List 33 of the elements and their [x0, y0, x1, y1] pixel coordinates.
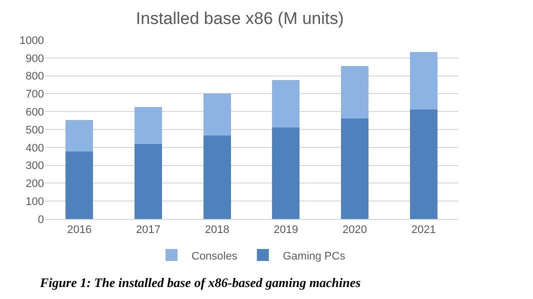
chart-title: Installed base x86 (M units)	[136, 8, 344, 28]
y-tick-label: 400	[26, 142, 44, 154]
bar	[66, 152, 94, 219]
y-tick-label: 200	[26, 178, 44, 190]
bar	[66, 120, 94, 152]
bar	[272, 127, 300, 219]
y-tick-label: 900	[26, 52, 44, 65]
bar	[340, 118, 369, 219]
bar	[340, 66, 369, 118]
y-tick-label: 700	[26, 88, 44, 101]
bar	[203, 136, 231, 219]
bar	[134, 144, 162, 219]
x-tick-label: 2018	[204, 224, 230, 236]
y-tick-label: 600	[26, 106, 44, 118]
x-tick-label: 2020	[342, 224, 367, 236]
x-tick-label: 2017	[136, 224, 160, 236]
legend-label: Gaming PCs	[282, 250, 346, 262]
y-tick-label: 300	[26, 160, 44, 172]
y-tick-label: 500	[26, 124, 44, 136]
bar	[203, 94, 231, 136]
caption: Figure 1: The installed base of x86-based gaming machines	[39, 275, 361, 290]
y-tick-label: 0	[38, 214, 44, 226]
x-tick-label: 2021	[411, 224, 436, 236]
y-tick-label: 1000	[20, 34, 44, 47]
legend-label: Consoles	[192, 250, 238, 262]
y-tick-label: 100	[26, 196, 44, 208]
bar	[134, 106, 162, 144]
x-tick-label: 2016	[67, 224, 92, 236]
x-tick-label: 2019	[274, 224, 298, 236]
y-tick-label: 800	[26, 70, 44, 83]
bar	[410, 109, 438, 219]
bar	[410, 52, 438, 110]
bar	[272, 80, 300, 128]
